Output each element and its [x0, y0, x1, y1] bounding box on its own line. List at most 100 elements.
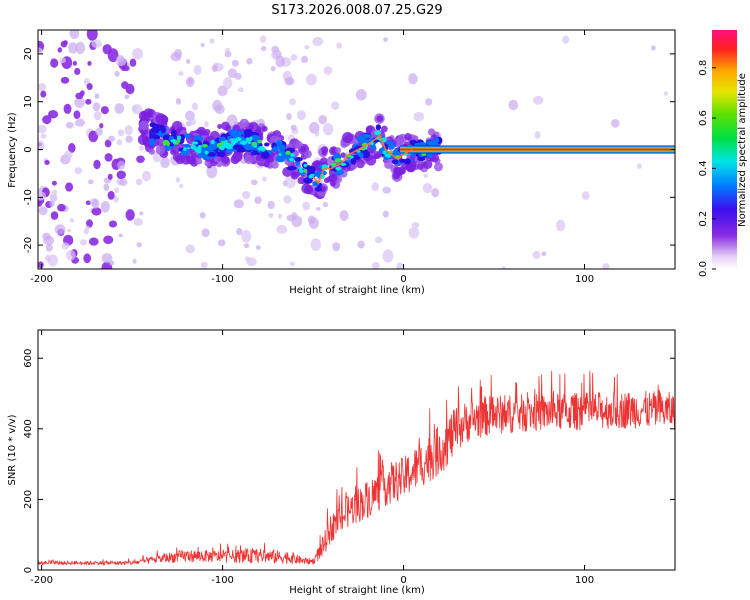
spectrogram-x-tick-label: -100 — [211, 274, 234, 285]
noise-blob — [267, 200, 275, 210]
noise-blob — [259, 35, 267, 43]
snr-y-label: SNR (10 * v/v) — [7, 414, 18, 485]
noise-blob — [357, 240, 365, 249]
noise-blob — [125, 83, 135, 95]
noise-blob — [102, 44, 112, 55]
noise-blob — [104, 153, 113, 162]
noise-blob — [139, 211, 144, 216]
noise-blob — [94, 93, 100, 100]
noise-blob — [54, 224, 66, 235]
ridge-highlight-blob — [321, 164, 329, 169]
noise-blob — [65, 121, 74, 129]
noise-blob — [136, 155, 145, 163]
ridge-core-blob — [149, 138, 156, 147]
ridge-core-blob — [312, 171, 323, 177]
noise-blob — [233, 199, 244, 209]
noise-blob — [38, 200, 43, 207]
noise-blob — [408, 226, 420, 239]
ridge-highlight-blob — [257, 140, 263, 144]
noise-blob — [371, 182, 379, 192]
noise-blob — [217, 239, 226, 247]
noise-blob — [260, 46, 267, 51]
spectrogram-x-label: Height of straight line (km) — [289, 285, 425, 296]
ridge-core-blob — [254, 136, 260, 142]
snr-x-tick-label: -100 — [211, 575, 234, 586]
ridge-cloud-blob — [342, 131, 354, 143]
noise-blob — [413, 111, 425, 122]
noise-blob — [125, 135, 133, 143]
noise-blob — [224, 47, 231, 55]
noise-blob — [374, 236, 383, 244]
noise-blob — [43, 235, 55, 246]
colorbar-tick-label: 0.6 — [698, 110, 709, 126]
noise-blob — [275, 55, 285, 68]
noise-blob — [86, 30, 98, 41]
noise-blob — [108, 220, 118, 228]
noise-blob — [241, 191, 251, 199]
noise-blob — [99, 122, 104, 129]
ridge-cloud-blob — [405, 163, 415, 173]
ridge-highlight-blob — [162, 140, 169, 146]
noise-blob — [254, 196, 262, 204]
noise-blob — [40, 133, 47, 139]
ridge-highlight-blob — [197, 144, 202, 149]
noise-blob — [408, 73, 418, 85]
ridge-highlight-blob — [290, 153, 295, 157]
noise-blob — [38, 191, 46, 201]
noise-blob — [533, 95, 544, 105]
ridge-cloud-blob — [270, 160, 279, 169]
ridge-cloud-blob — [155, 145, 166, 155]
noise-blob — [132, 47, 143, 60]
ridge-cloud-blob — [355, 159, 365, 169]
ridge-cloud-blob — [138, 120, 149, 131]
noise-blob — [79, 239, 88, 246]
ridge-core-blob — [370, 144, 377, 151]
ridge-line — [312, 133, 413, 185]
noise-blob — [322, 201, 329, 208]
ridge-cloud-blob — [303, 149, 312, 159]
noise-blob — [131, 104, 143, 115]
noise-blob — [189, 117, 196, 125]
noise-blob — [270, 65, 276, 72]
noise-blob — [107, 173, 113, 180]
noise-blob — [116, 170, 126, 180]
noise-blob — [88, 237, 99, 246]
noise-blob — [69, 30, 80, 39]
noise-blob — [38, 82, 47, 92]
ridge-cloud-blob — [261, 125, 268, 132]
ridge-highlight-blob — [253, 144, 258, 148]
ridge-highlight-blob — [335, 166, 342, 171]
ridge-core-blob — [183, 143, 191, 148]
noise-blob — [336, 42, 342, 49]
spectrogram-y-label: Frequency (Hz) — [7, 112, 18, 188]
noise-blob — [283, 195, 292, 204]
ridge-core-blob — [404, 158, 411, 165]
noise-blob — [87, 61, 92, 66]
noise-blob — [186, 58, 191, 64]
ridge-core-blob — [334, 170, 345, 175]
noise-blob — [262, 176, 267, 182]
snr-panel: -200 -100 0 100 0 200 400 600 Height of straigh… — [7, 329, 676, 596]
noise-blob — [237, 87, 244, 93]
noise-blob — [68, 42, 78, 54]
snr-background — [38, 330, 675, 570]
ridge-highlight-blob — [303, 168, 308, 173]
noise-blob — [107, 135, 115, 142]
noise-blob — [61, 242, 70, 250]
noise-blob — [124, 94, 130, 100]
ridge-highlight-blob — [303, 163, 308, 168]
ridge-highlight-blob — [374, 130, 382, 136]
ridge-core-blob — [243, 128, 253, 137]
noise-blob — [323, 66, 333, 75]
noise-blob — [383, 37, 389, 42]
noise-blob — [290, 53, 298, 61]
noise-blob — [316, 206, 321, 211]
noise-blob — [85, 98, 92, 105]
noise-blob — [139, 145, 144, 151]
snr-y-tick-label: 400 — [23, 419, 34, 438]
noise-blob — [92, 102, 101, 112]
ridge-cloud-blob — [381, 125, 388, 133]
noise-blob — [322, 122, 334, 136]
noise-blob — [331, 101, 340, 110]
ridge-cloud-blob — [263, 161, 270, 168]
